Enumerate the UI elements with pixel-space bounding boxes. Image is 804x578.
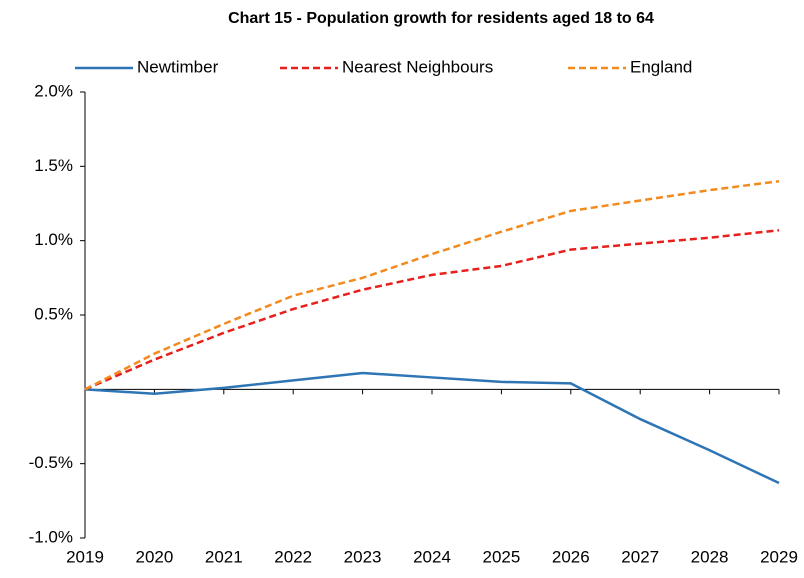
x-tick-label: 2022 [274,547,312,566]
x-tick-label: 2020 [135,547,173,566]
series-line [84,229,780,391]
y-tick-label: 2.0% [34,81,73,100]
y-tick-label: 0.5% [34,304,73,323]
legend-label: Newtimber [137,57,219,76]
y-tick-label: 1.0% [34,230,73,249]
x-tick-label: 2026 [552,547,590,566]
y-tick-label: 1.5% [34,156,73,175]
y-tick-label: -0.5% [29,453,73,472]
series-line [84,179,780,391]
x-tick-label: 2021 [205,547,243,566]
x-tick-label: 2027 [621,547,659,566]
x-tick-label: 2025 [482,547,520,566]
x-tick-label: 2019 [66,547,104,566]
x-tick-label: 2028 [691,547,729,566]
series-line [84,371,780,485]
x-tick-label: 2029 [760,547,798,566]
legend-label: Nearest Neighbours [342,57,493,76]
x-tick-label: 2024 [413,547,451,566]
y-tick-label: -1.0% [29,527,73,546]
chart-title: Chart 15 - Population growth for residen… [228,10,654,27]
legend-label: England [630,57,692,76]
x-tick-label: 2023 [344,547,382,566]
